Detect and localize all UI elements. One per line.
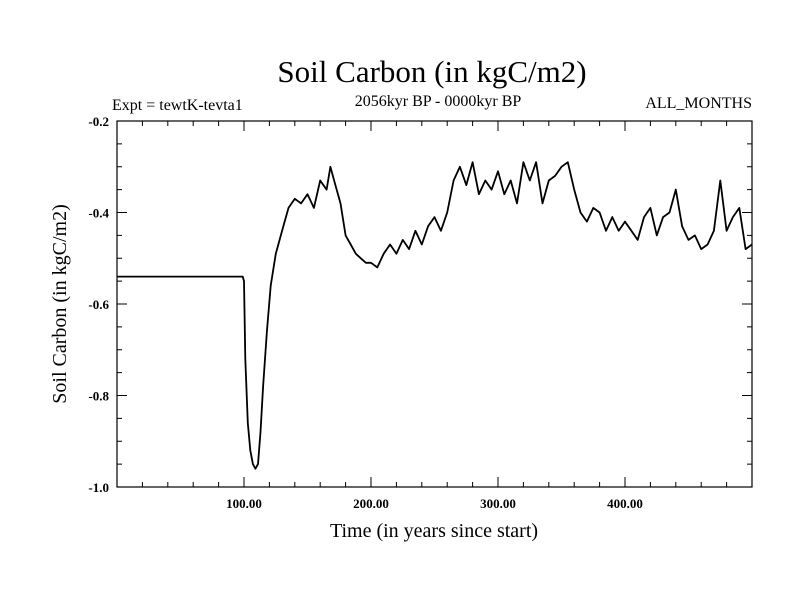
plot-frame — [116, 120, 753, 488]
x-tick-labels: 100.00 200.00 300.00 400.00 — [226, 496, 643, 511]
chart-title: Soil Carbon (in kgC/m2) — [277, 54, 586, 89]
x-axis-label: Time (in years since start) — [330, 520, 538, 542]
x-tick-label: 300.00 — [480, 496, 516, 511]
subtitle-period: 2056kyr BP - 0000kyr BP — [355, 93, 522, 110]
subtitle-months: ALL_MONTHS — [645, 95, 752, 112]
y-tick-label: -0.8 — [88, 389, 109, 404]
y-tick-label: -0.2 — [88, 114, 109, 129]
x-tick-label: 100.00 — [226, 496, 262, 511]
x-tick-label: 200.00 — [353, 496, 389, 511]
y-tick-label: -0.4 — [88, 206, 109, 221]
subtitle-experiment: Expt = tewtK-tevta1 — [112, 97, 243, 114]
y-tick-labels: -1.0 -0.8 -0.6 -0.4 -0.2 — [88, 114, 109, 495]
y-axis-label: Soil Carbon (in kgC/m2) — [49, 204, 71, 403]
x-tick-label: 400.00 — [607, 496, 643, 511]
y-tick-label: -1.0 — [88, 480, 109, 495]
series-line-soil-carbon — [117, 161, 753, 470]
y-tick-label: -0.6 — [88, 297, 109, 312]
